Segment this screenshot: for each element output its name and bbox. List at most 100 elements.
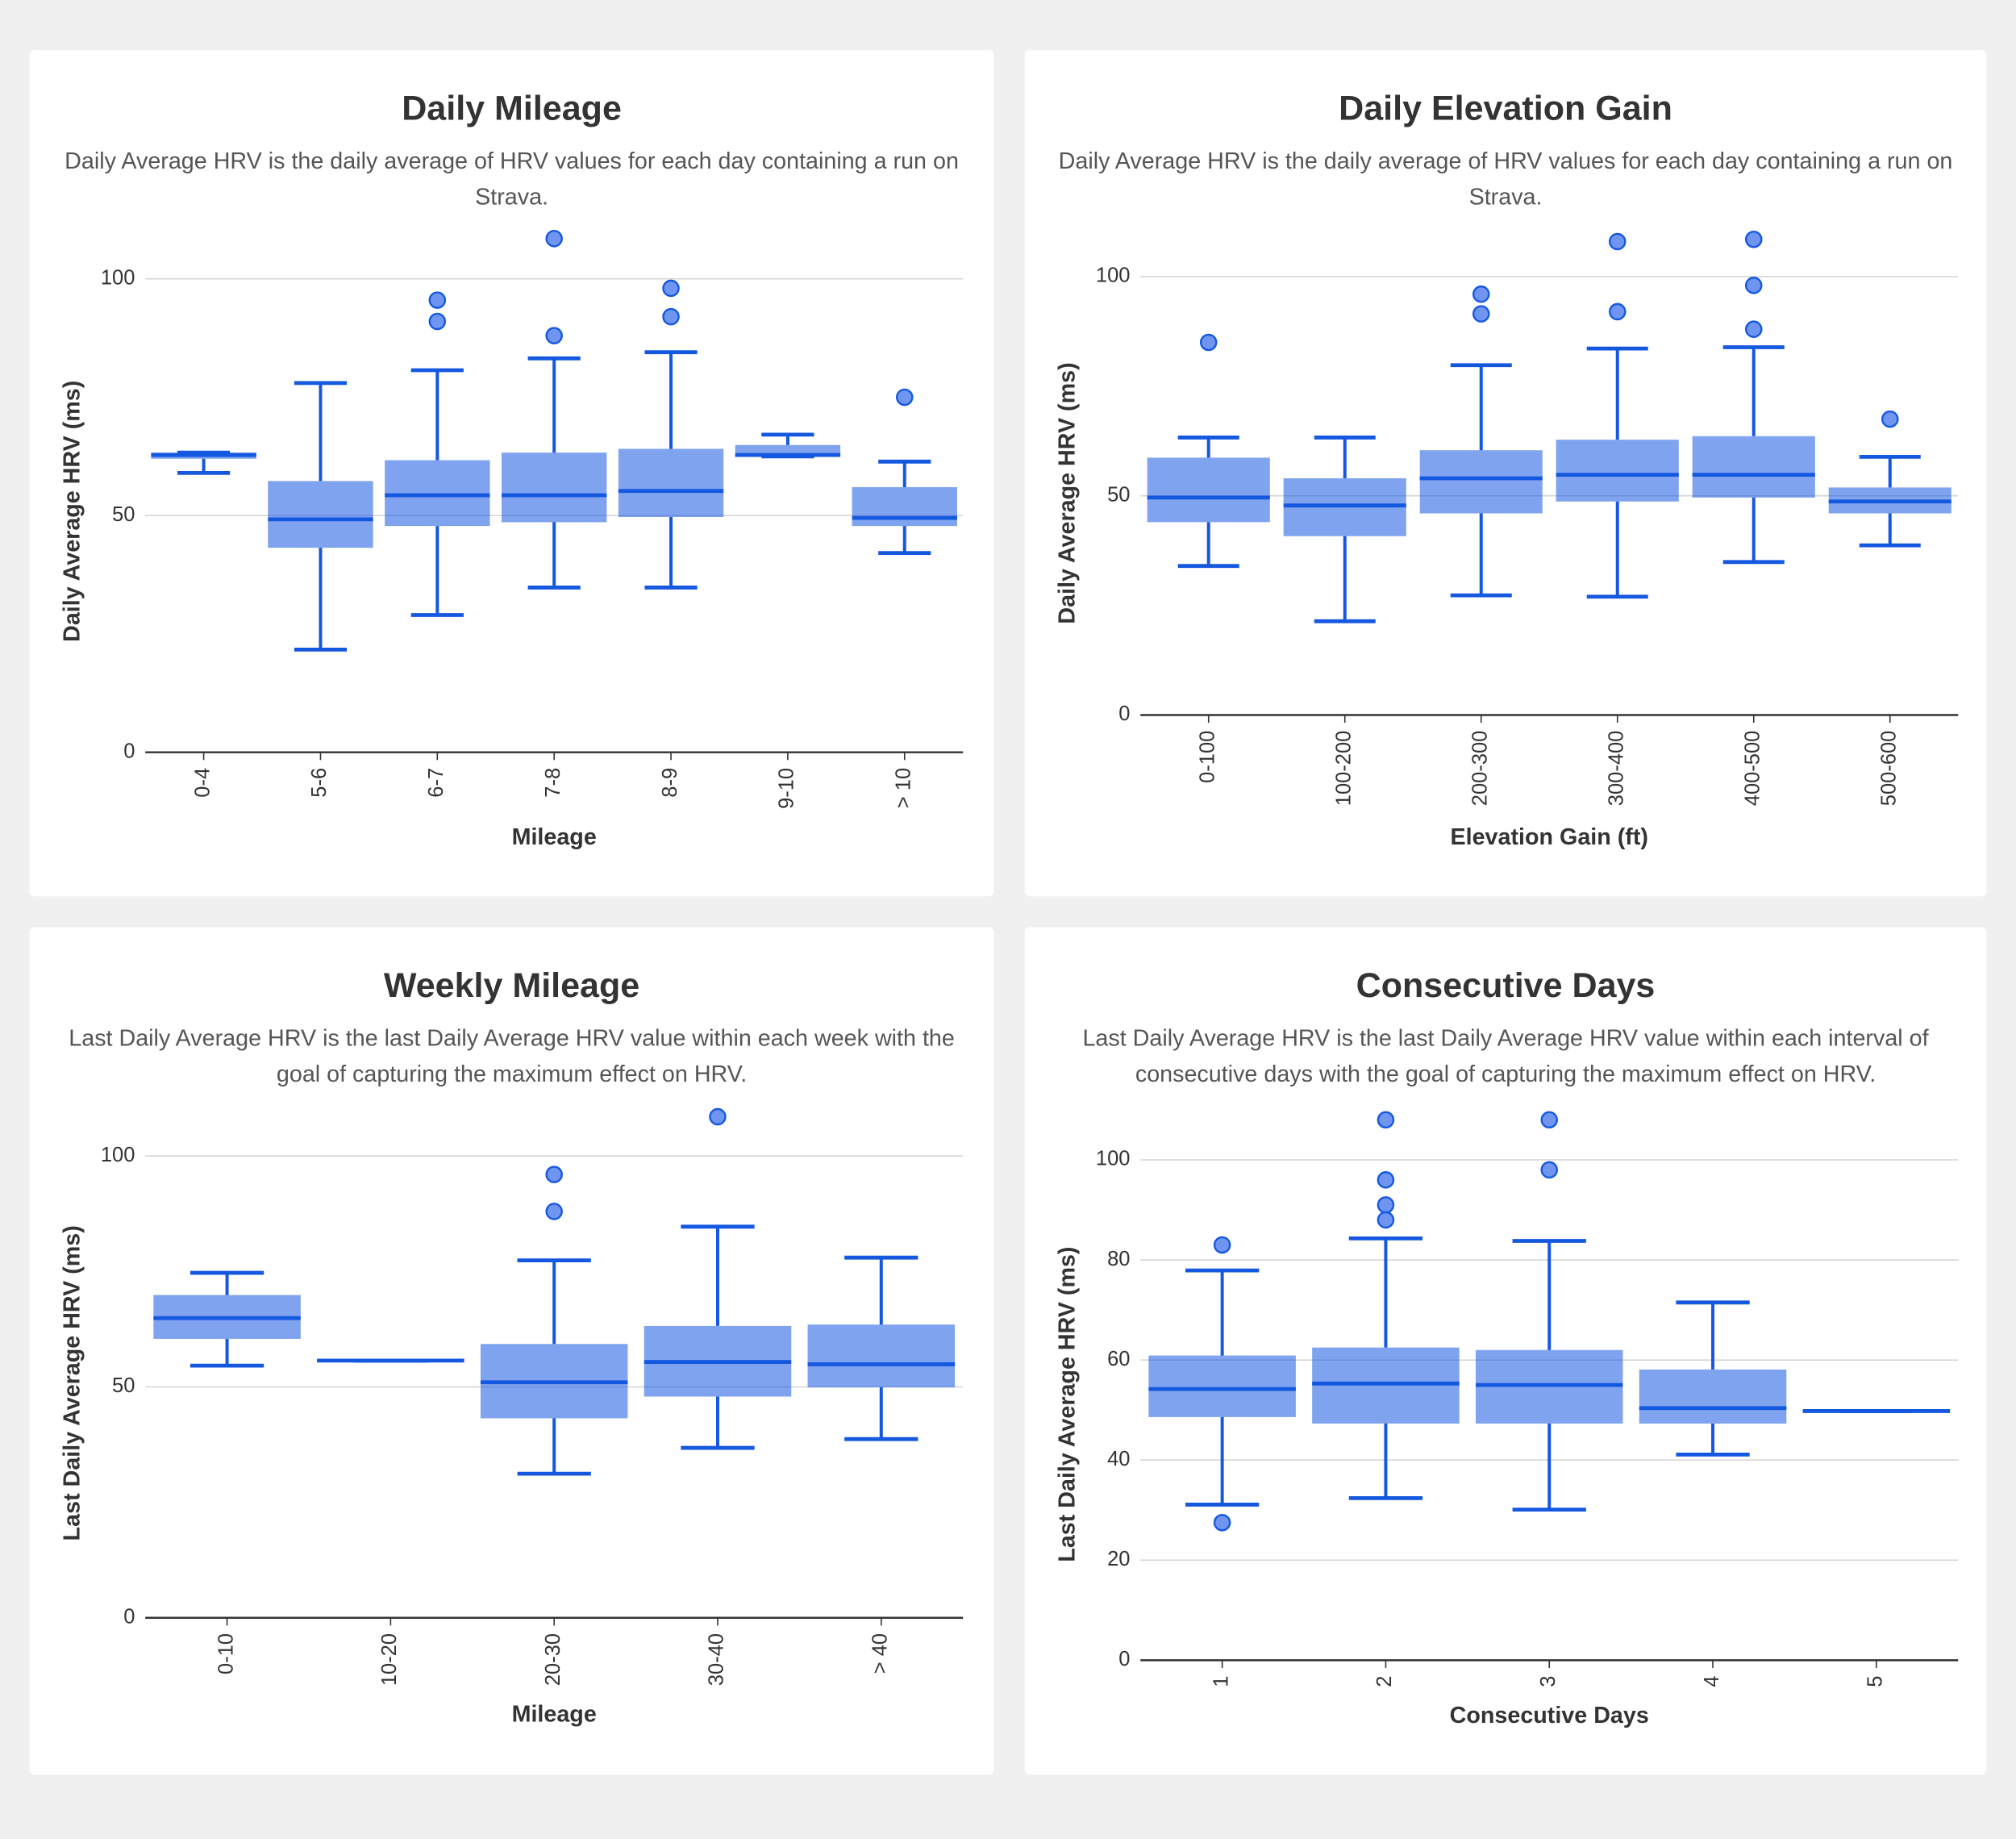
box [852,486,957,527]
outlier [428,312,447,331]
chart-card: Daily Elevation Gain Daily Average HRV is… [1024,50,1987,897]
outlier [1540,1161,1558,1179]
outlier [1744,277,1763,294]
outlier [1377,1196,1395,1214]
outlier [1199,333,1218,352]
box [268,481,373,548]
x-tick-label: 6-7 [425,768,448,798]
y-tick-label: 50 [1107,483,1130,506]
subtitle: Daily Average HRV is the daily average o… [65,148,959,210]
y-tick-label: 100 [101,1144,135,1166]
outlier [1472,305,1490,323]
subtitle-box: Last Daily Average HRV is the last Daily… [69,1025,955,1087]
y-axis-label: Last Daily Average HRV (ms) [1055,1247,1081,1562]
x-axis-label: Mileage [512,824,597,850]
box [1692,436,1815,498]
outlier [709,1107,727,1126]
outlier [545,1203,563,1220]
chart-title: Daily Mileage [402,90,622,128]
chart-card: Consecutive Days Last Daily Average HRV i… [1024,927,1987,1775]
y-tick-label: 60 [1107,1348,1130,1370]
x-tick-label: 400-500 [1741,731,1764,807]
y-tick-label: 50 [112,503,135,526]
y-tick-label: 0 [1118,703,1130,725]
subtitle: Daily Average HRV is the daily average o… [1058,148,1953,210]
x-tick-label: 300-400 [1605,731,1627,807]
x-tick-label: 2 [1373,1675,1396,1687]
x-tick-label: 5-6 [308,768,331,798]
y-axis-label: Last Daily Average HRV (ms) [59,1225,85,1541]
outlier [1608,232,1627,251]
x-tick-label: 10-20 [378,1633,401,1686]
outlier [1377,1111,1395,1129]
box [618,448,724,517]
x-tick-label: 9-10 [776,768,798,809]
chart-title: Weekly Mileage [384,966,639,1005]
outlier [1881,410,1899,428]
outlier [1744,230,1763,248]
chart-card: Daily Mileage Daily Average HRV is the da… [29,50,994,897]
box [1147,457,1270,523]
x-tick-label: 5 [1864,1675,1887,1687]
x-tick-label: > 10 [893,768,915,808]
subtitle-box: Last Daily Average HRV is the last Daily… [1082,1024,1929,1087]
outlier [1377,1171,1395,1189]
box [807,1324,956,1388]
chart-card: Weekly Mileage Last Daily Average HRV is … [29,927,994,1775]
outlier [1744,320,1763,338]
outlier [545,1166,563,1183]
outlier [1213,1514,1231,1532]
box [385,460,490,527]
x-axis-label: Elevation Gain (ft) [1451,824,1648,850]
x-axis-label: Mileage [512,1702,597,1728]
y-axis-label: Daily Average HRV (ms) [59,381,85,642]
x-tick-label: 4 [1701,1676,1723,1687]
subtitle: Last Daily Average HRV is the last Daily… [1082,1024,1929,1087]
x-tick-label: 8-9 [659,768,681,798]
outlier [545,327,563,344]
box [1312,1347,1460,1424]
box [1639,1369,1787,1424]
y-tick-label: 20 [1107,1548,1130,1570]
box [1556,440,1679,502]
y-axis-label: Daily Average HRV (ms) [1055,362,1081,623]
box [1148,1355,1296,1417]
y-tick-label: 100 [101,266,135,289]
y-tick-label: 40 [1107,1448,1130,1470]
box [501,452,607,523]
outlier [662,307,680,326]
outlier [428,291,447,309]
x-tick-label: 500-600 [1877,731,1900,807]
x-tick-label: 1 [1210,1676,1232,1687]
outlier [662,279,680,298]
y-tick-label: 100 [1096,1148,1131,1170]
outlier [896,388,914,407]
x-tick-label: 0-4 [191,768,214,798]
y-tick-label: 50 [112,1374,135,1397]
y-tick-label: 80 [1107,1248,1130,1270]
x-tick-label: 7-8 [542,768,564,798]
box [1419,450,1543,514]
y-tick-label: 0 [123,740,135,762]
subtitle-box: Daily Average HRV is the daily average o… [65,148,959,210]
y-tick-label: 100 [1096,265,1131,287]
x-axis-label: Consecutive Days [1450,1703,1649,1728]
x-tick-label: 20-30 [542,1633,564,1686]
x-tick-label: 30-40 [706,1633,728,1686]
x-tick-label: 0-10 [215,1633,237,1674]
chart-title: Daily Elevation Gain [1339,90,1672,128]
x-tick-label: > 40 [869,1633,892,1674]
x-tick-label: 3 [1537,1675,1560,1687]
chart-title: Consecutive Days [1356,966,1656,1005]
outlier [1608,302,1627,321]
x-tick-label: 200-300 [1468,731,1491,807]
outlier [1540,1111,1558,1129]
y-tick-label: 0 [123,1605,135,1628]
y-tick-label: 0 [1118,1648,1130,1670]
outlier [1377,1211,1395,1229]
x-tick-label: 100-200 [1332,731,1355,807]
outlier [1213,1236,1231,1254]
subtitle-box: Daily Average HRV is the daily average o… [1058,148,1953,210]
x-tick-label: 0-100 [1196,731,1218,783]
